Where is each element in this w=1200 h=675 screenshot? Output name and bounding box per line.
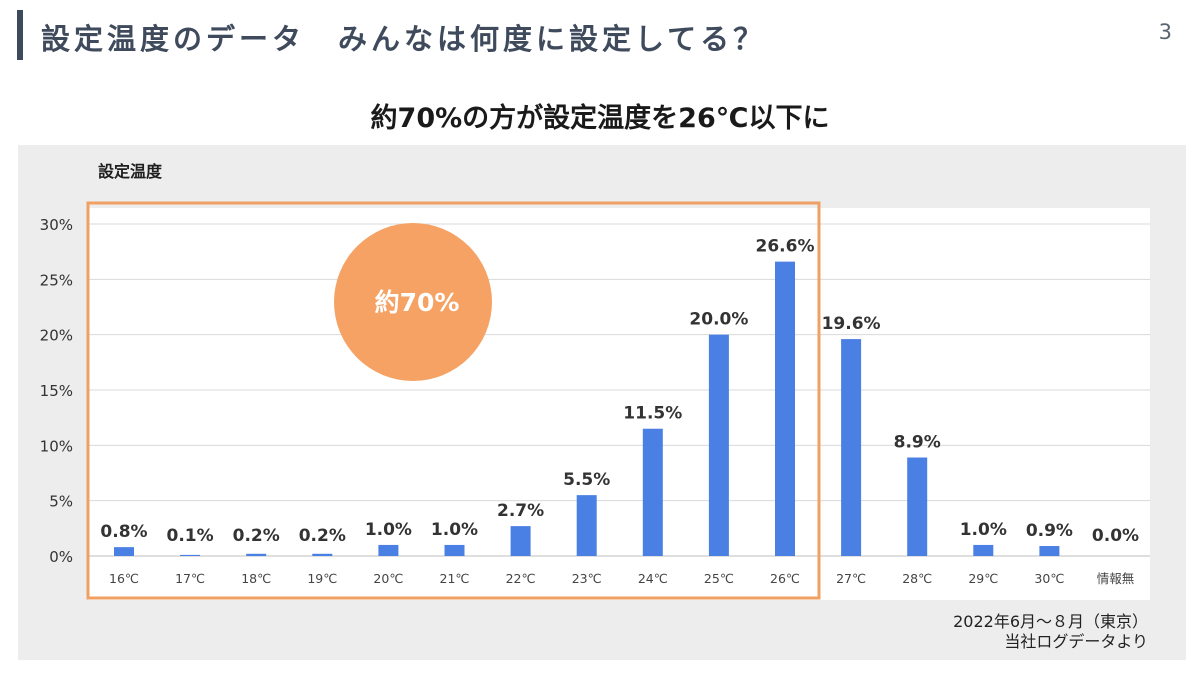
x-tick-label: 22℃: [506, 571, 536, 586]
y-tick-label: 0%: [49, 548, 73, 566]
y-tick-label: 25%: [40, 271, 73, 289]
data-label: 5.5%: [563, 470, 610, 490]
data-label: 19.6%: [822, 314, 881, 334]
bar: [841, 339, 862, 556]
x-tick-label: 29℃: [968, 571, 998, 586]
bar: [180, 554, 201, 556]
x-tick-label: 25℃: [704, 571, 734, 586]
x-tick-label: 16℃: [109, 571, 139, 586]
bar: [444, 544, 465, 556]
data-label: 20.0%: [689, 310, 748, 330]
highlight-frame: [86, 201, 821, 600]
data-label: 2.7%: [497, 501, 544, 521]
data-label: 26.6%: [756, 237, 815, 257]
chart-headline: 約70%の方が設定温度を26℃以下に: [370, 103, 830, 134]
chart-caption: 設定温度: [98, 162, 163, 181]
source-note: 2022年6月～８月（東京） 当社ログデータより: [953, 612, 1148, 652]
source-note-origin: 当社ログデータより: [1004, 632, 1148, 651]
y-tick-label: 10%: [40, 437, 73, 455]
data-label: 0.2%: [299, 526, 346, 546]
slide-header: 設定温度のデータ みんなは何度に設定してる？ 3: [0, 0, 1200, 64]
source-note-period: 2022年6月～８月（東京）: [953, 612, 1148, 631]
x-tick-label: 24℃: [638, 571, 668, 586]
callout-circle: [334, 223, 492, 381]
callout-text: 約70%: [375, 288, 460, 317]
plot-area: [88, 208, 1150, 600]
x-tick-label: 30℃: [1034, 571, 1064, 586]
header-accent-bar: [17, 10, 23, 60]
data-label: 1.0%: [960, 520, 1007, 540]
x-tick-label: 28℃: [902, 571, 932, 586]
x-tick-label: 情報無: [1097, 571, 1135, 586]
y-tick-label: 5%: [49, 493, 73, 511]
data-label: 0.8%: [100, 522, 147, 542]
data-label: 1.0%: [431, 520, 478, 540]
data-label: 11.5%: [623, 404, 682, 424]
data-label: 0.9%: [1026, 521, 1073, 541]
x-tick-label: 18℃: [241, 571, 271, 586]
bar: [973, 544, 994, 556]
x-tick-label: 23℃: [572, 571, 602, 586]
y-tick-label: 15%: [40, 382, 73, 400]
data-label: 1.0%: [365, 520, 412, 540]
bar: [576, 495, 597, 556]
x-tick-label: 19℃: [307, 571, 337, 586]
y-tick-label: 20%: [40, 327, 73, 345]
bar: [907, 457, 928, 556]
x-tick-label: 21℃: [440, 571, 470, 586]
x-tick-label: 26℃: [770, 571, 800, 586]
data-label: 8.9%: [894, 433, 941, 453]
bar: [312, 553, 333, 556]
bar: [378, 544, 399, 556]
x-tick-label: 17℃: [175, 571, 205, 586]
bar: [246, 553, 267, 556]
bar: [1039, 546, 1060, 556]
bar: [510, 526, 531, 556]
bar: [708, 334, 729, 556]
bar: [114, 547, 134, 556]
data-label: 0.1%: [167, 526, 214, 546]
bar: [775, 261, 795, 556]
x-tick-label: 27℃: [836, 571, 866, 586]
slide-title: 設定温度のデータ みんなは何度に設定してる？: [41, 22, 767, 56]
data-label: 0.0%: [1092, 526, 1139, 546]
bar: [642, 428, 663, 556]
y-tick-label: 30%: [40, 216, 73, 234]
x-tick-label: 20℃: [373, 571, 403, 586]
data-label: 0.2%: [233, 526, 280, 546]
page-number: 3: [1158, 20, 1172, 44]
